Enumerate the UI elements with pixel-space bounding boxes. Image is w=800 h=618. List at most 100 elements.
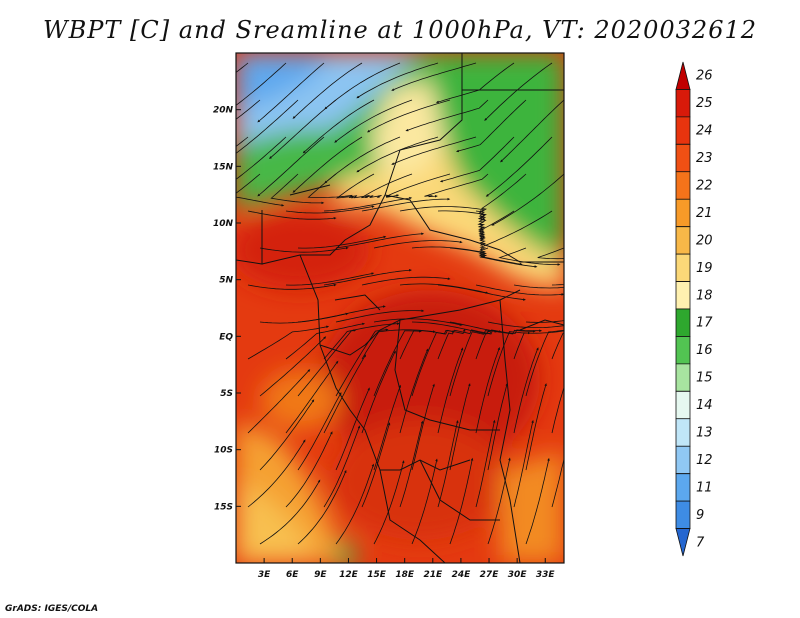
streamline [247,325,330,360]
longitude-ticks: 3E 6E 9E 12E 15E 18E 21E 24E 27E 30E 33E [258,558,555,580]
grads-credit: GrADS: IGES/COLA [5,604,99,614]
colorbar-label: 15 [696,371,713,386]
colorbar-swatch [675,363,691,392]
streamline [479,210,553,250]
colorbar-label: 12 [696,453,713,468]
colorbar-swatch [675,89,691,118]
lon-tick-label: 3E [258,570,271,580]
streamline [437,284,526,301]
streamline [411,329,456,397]
lon-tick-label: 9E [314,570,327,580]
lon-tick-label: 21E [423,570,443,580]
streamline [475,329,543,360]
colorbar-swatch [675,253,691,282]
colorbar-swatch [675,528,691,557]
streamline [449,457,474,545]
streamline [525,329,564,397]
streamline [439,136,515,183]
streamline [498,247,561,266]
streamline [259,336,327,397]
streamline [297,235,387,249]
streamline [437,419,459,508]
streamline [324,136,401,184]
streamline [513,284,564,289]
colorbar-label: 14 [696,398,713,413]
streamline [477,210,515,246]
lon-tick-label: 24E [452,570,472,580]
streamline [500,99,564,163]
lon-tick-label: 15E [367,570,387,580]
streamline [405,99,489,132]
streamline [285,272,375,286]
streamline [259,479,321,545]
streamline [236,173,285,207]
streamline [257,62,325,123]
colorbar-swatch [675,198,691,228]
streamline [525,383,547,471]
lon-tick-label: 18E [395,570,415,580]
streamline [366,99,451,133]
streamline [285,322,366,360]
streamline [411,383,435,471]
lon-tick-label: 12E [339,570,359,580]
streamline [455,99,527,153]
streamline [475,346,500,434]
streamline [449,247,523,266]
colorbar-label: 19 [696,261,713,276]
streamline [247,369,311,434]
streamline [411,458,438,545]
streamline [335,387,370,471]
streamline [513,347,539,434]
streamline [259,246,349,253]
streamline [551,332,564,360]
colorbar-swatch [675,116,691,145]
streamline [236,136,287,180]
colorbar-swatch [675,473,691,502]
streamline [361,197,451,212]
lon-tick-label: 6E [286,570,299,580]
colorbar-label: 16 [696,343,713,358]
colorbar-swatch [675,171,691,200]
streamline [323,268,412,286]
colorbar-label: 22 [696,179,713,194]
colorbar-label: 20 [696,233,713,248]
colorbar-swatch [675,308,691,337]
streamline [487,331,531,397]
streamline [485,136,553,197]
lat-tick-label: 15S [214,502,233,512]
colorbar-label: 23 [696,151,713,166]
streamline [479,247,538,268]
streamline [361,173,413,199]
streamline [335,328,389,397]
streamline [449,321,536,335]
colorbar-swatch [675,500,691,529]
colorbar-label: 26 [696,69,713,84]
lat-tick-label: 5S [220,389,233,399]
streamline [551,457,564,508]
colorbar-swatch [675,445,691,475]
colorbar-swatch [675,143,691,173]
streamline [399,348,429,434]
streamline [335,309,425,323]
streamline [335,173,375,199]
streamline [373,384,401,471]
streamline [297,469,347,545]
streamline [270,173,325,205]
streamline [437,347,464,434]
lat-tick-label: 20N [213,106,234,116]
colorbar-swatch [675,418,691,447]
latitude-ticks: 20N 15N 10N 5N EQ 5S 10S 15S [213,106,241,512]
map-frame [235,52,565,564]
streamline [302,99,375,154]
lon-tick-label: 30E [508,570,528,580]
streamline [373,460,405,545]
streamline [323,425,361,508]
colorbar-swatch [675,61,691,90]
streamline [537,247,564,260]
streamline [361,350,396,434]
colorbar-swatch [675,336,691,365]
streamline [335,463,375,545]
streamline [285,205,375,214]
